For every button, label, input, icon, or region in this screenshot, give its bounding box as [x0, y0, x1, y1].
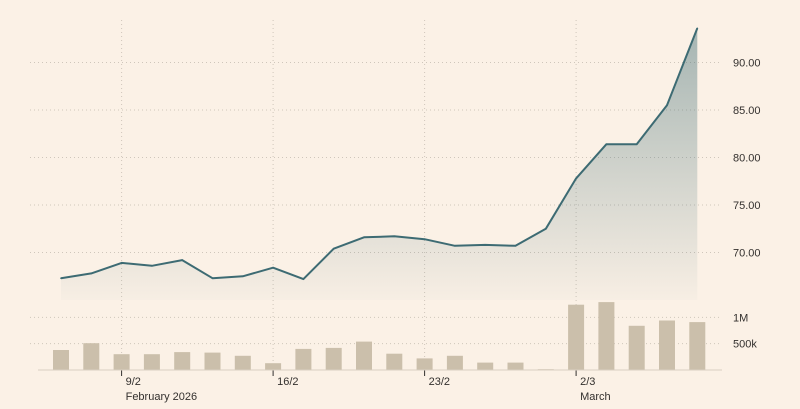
volume-bar	[689, 322, 706, 370]
price-point	[60, 277, 62, 280]
price-point	[545, 228, 547, 230]
price-point	[181, 259, 183, 261]
price-tick-label: 85.00	[733, 105, 761, 117]
volume-bars	[53, 302, 706, 370]
x-tick-sublabel: February 2026	[126, 391, 198, 403]
x-tick-label: 23/2	[429, 376, 450, 388]
volume-bar	[477, 362, 494, 370]
price-tick-label: 80.00	[733, 153, 761, 165]
price-point	[302, 278, 305, 280]
price-line	[60, 27, 699, 281]
price-point	[332, 247, 335, 250]
price-point	[514, 245, 517, 247]
volume-bar	[628, 325, 645, 370]
price-point	[272, 266, 274, 269]
volume-bar	[446, 355, 463, 370]
price-point	[484, 244, 487, 246]
volume-bar	[598, 302, 615, 370]
x-tick-label: 2/3	[580, 376, 595, 388]
price-point	[393, 235, 396, 238]
volume-bar	[507, 362, 524, 370]
price-tick-label: 90.00	[733, 58, 761, 70]
volume-bar	[113, 354, 130, 370]
axes: 70.00 75.00 80.00 85.00 90.00 500k 1M 9/2 Februa…	[38, 58, 761, 403]
volume-bar	[325, 347, 342, 370]
price-point	[211, 277, 214, 280]
price-tick-label: 70.00	[733, 248, 761, 260]
volume-bar	[53, 350, 69, 370]
price-point	[151, 265, 153, 267]
volume-bar	[568, 304, 585, 370]
price-point	[666, 104, 668, 107]
volume-bar	[174, 352, 191, 370]
price-line-series	[60, 27, 699, 281]
x-tick-label: 9/2	[126, 376, 141, 388]
volume-bar	[386, 353, 403, 370]
price-point	[90, 272, 93, 275]
price-point	[454, 245, 456, 247]
price-point	[423, 238, 426, 240]
volume-bar	[234, 355, 251, 370]
volume-bar	[416, 358, 433, 370]
price-point	[605, 143, 608, 145]
volume-bar	[265, 363, 282, 370]
price-point	[242, 275, 244, 278]
x-tick-label: 16/2	[277, 376, 298, 388]
price-point	[696, 27, 699, 30]
volume-bar	[204, 352, 221, 370]
x-tick-sublabel: March	[580, 391, 611, 403]
volume-bar	[83, 343, 100, 370]
price-point	[363, 236, 365, 239]
price-point	[635, 143, 638, 145]
volume-bar	[356, 341, 372, 370]
price-tick-label: 75.00	[733, 200, 761, 212]
price-area-fill	[61, 28, 698, 301]
price-area	[61, 28, 698, 301]
volume-tick-label: 500k	[733, 339, 757, 351]
volume-bar	[143, 354, 160, 370]
volume-bar	[659, 320, 675, 370]
volume-tick-label: 1M	[733, 312, 748, 324]
price-point	[575, 177, 577, 180]
price-point	[120, 262, 123, 264]
volume-bar	[295, 348, 312, 370]
